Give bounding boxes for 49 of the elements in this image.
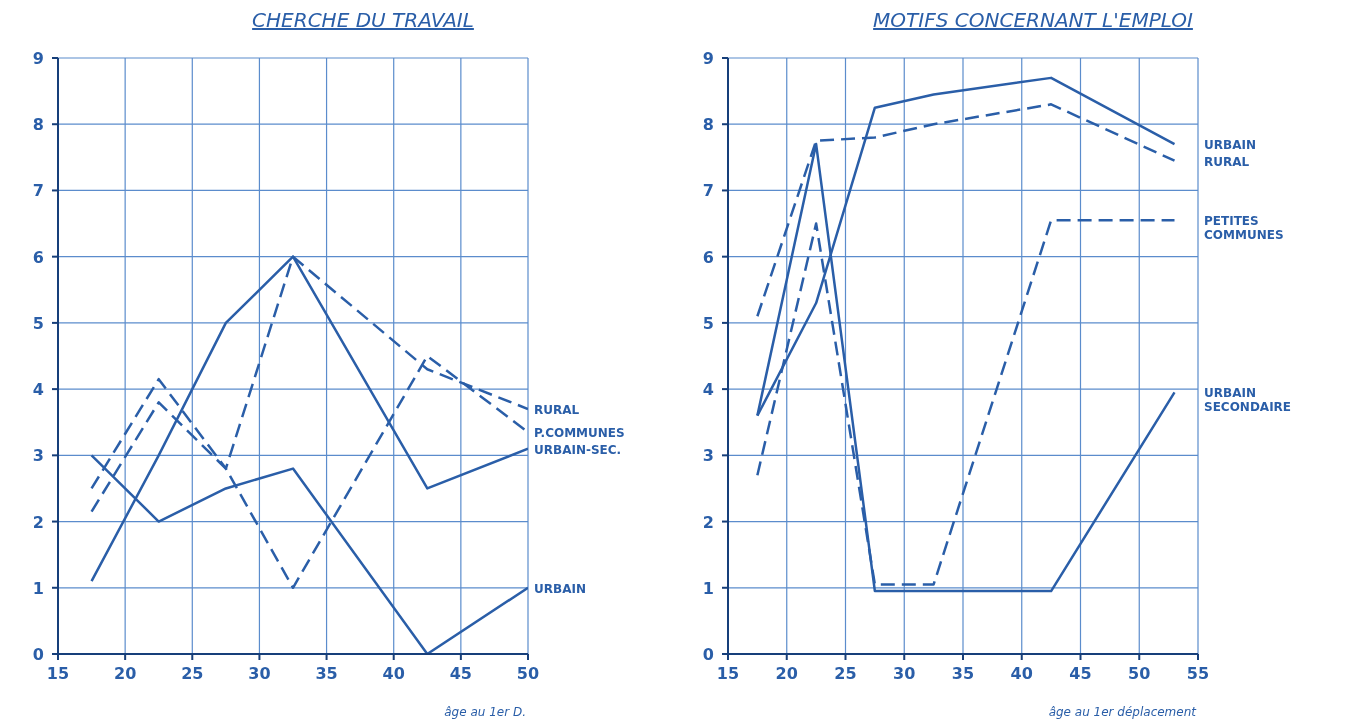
y-tick-label: 3 [702, 446, 714, 466]
y-tick-label: 1 [702, 578, 714, 598]
y-tick-label: 2 [702, 512, 714, 532]
series-label: URBAIN [534, 581, 586, 596]
text: URBAIN SECONDAIRE [1204, 386, 1292, 415]
x-tick-label: 45 [1069, 664, 1092, 684]
series-label: RURAL [534, 402, 580, 417]
y-tick-label: 4 [702, 380, 714, 400]
y-tick-label: 8 [32, 115, 44, 135]
x-tick-label: 20 [775, 664, 798, 684]
x-tick-label: 50 [1128, 664, 1151, 684]
x-tick-label: 25 [181, 664, 204, 684]
x-tick-label: 35 [315, 664, 338, 684]
x-tick-label: 35 [951, 664, 975, 684]
x-tick-label: 45 [449, 664, 472, 684]
y-tick-label: 6 [32, 247, 44, 267]
x-axis-title: âge au 1er déplacement [1048, 705, 1198, 719]
y-tick-label: 5 [32, 313, 44, 333]
x-tick-label: 40 [382, 664, 405, 684]
x-tick-label: 50 [516, 664, 540, 684]
text: PETITES COMMUNES [1204, 214, 1284, 243]
x-tick-label: 30 [893, 664, 916, 684]
y-tick-label: 9 [702, 49, 714, 68]
text: URBAIN [1204, 138, 1256, 153]
x-axis-title: âge au 1er D. [444, 705, 526, 719]
y-tick-label: 9 [32, 49, 44, 68]
x-tick-label: 20 [114, 664, 137, 684]
y-tick-label: 7 [32, 181, 44, 201]
x-tick-label: 25 [834, 664, 857, 684]
text: RURAL [1204, 154, 1250, 169]
y-tick-label: 3 [32, 446, 44, 466]
y-tick-label: 6 [702, 247, 714, 267]
y-tick-label: 0 [32, 645, 44, 664]
chart-title: MOTIFS CONCERNANT L'EMPLOI [872, 8, 1194, 34]
series-label: URBAIN-SEC. [534, 442, 622, 457]
y-tick-label: 8 [702, 115, 714, 135]
y-tick-label: 5 [702, 313, 714, 333]
chart-title: CHERCHE DU TRAVAIL [251, 8, 475, 34]
x-tick-label: 40 [1010, 664, 1033, 684]
x-tick-label: 15 [46, 664, 70, 684]
y-tick-label: 1 [32, 578, 44, 598]
x-tick-label: 15 [716, 664, 740, 684]
y-tick-label: 0 [702, 645, 714, 664]
y-tick-label: 4 [32, 380, 44, 400]
x-tick-label: 55 [1186, 664, 1210, 684]
y-tick-label: 7 [702, 181, 714, 201]
series-label: P.COMMUNES [534, 426, 625, 441]
x-tick-label: 30 [248, 664, 271, 684]
y-tick-label: 2 [32, 512, 44, 532]
